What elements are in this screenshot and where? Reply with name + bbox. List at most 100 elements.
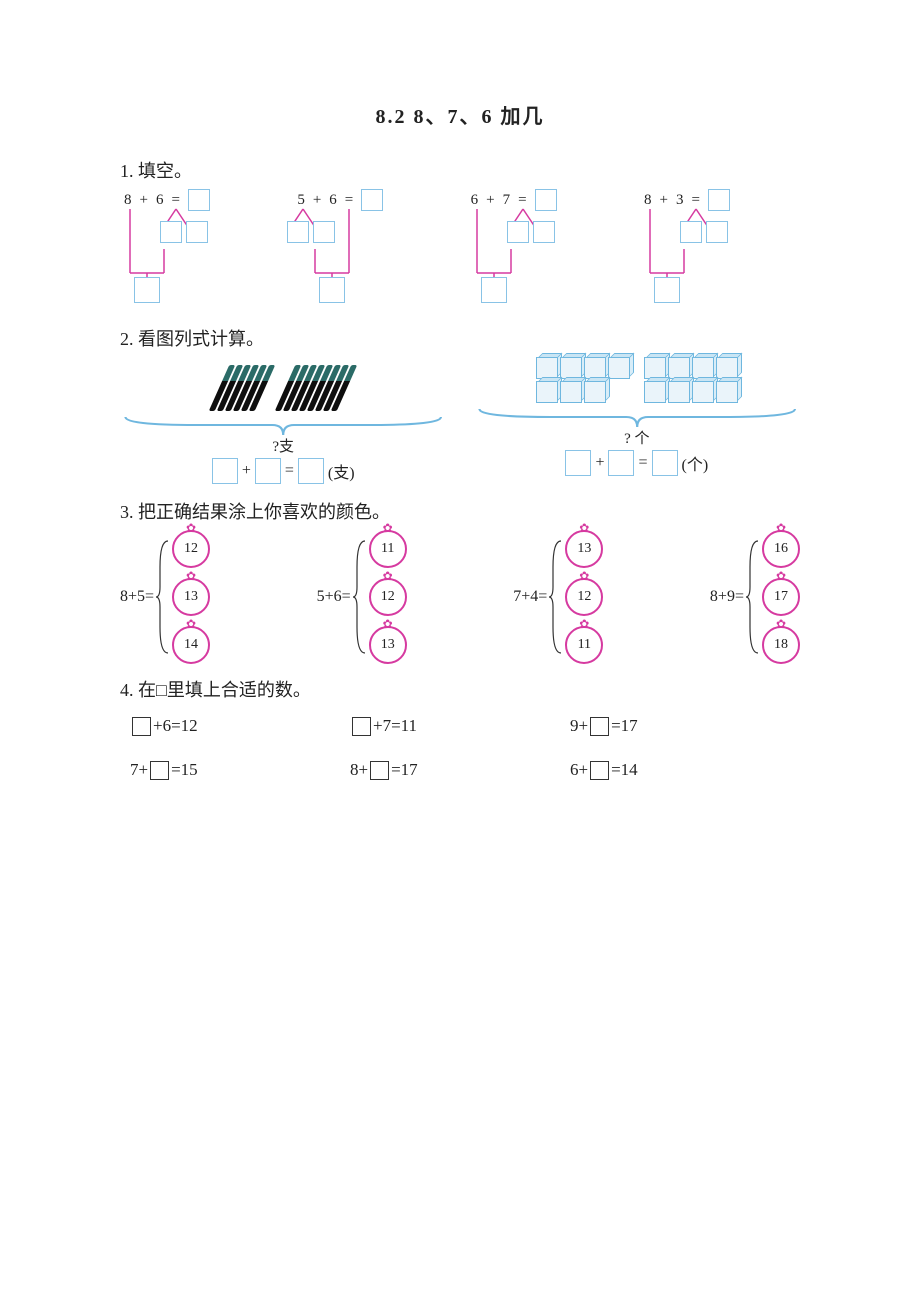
split-boxes bbox=[287, 221, 335, 243]
text: 6+ bbox=[570, 760, 588, 780]
blank-box[interactable] bbox=[590, 717, 609, 736]
split-box[interactable] bbox=[507, 221, 529, 243]
flower-option[interactable]: 12 bbox=[565, 578, 603, 616]
brace-right bbox=[474, 407, 800, 429]
q4-heading: 4. 在□里填上合适的数。 bbox=[120, 676, 800, 702]
split-boxes bbox=[160, 221, 208, 243]
q4-cell: +6=12 bbox=[130, 716, 350, 736]
flower-column: 13 12 11 bbox=[565, 530, 603, 664]
flower-option[interactable]: 17 bbox=[762, 578, 800, 616]
cube-icon bbox=[608, 357, 630, 379]
q1-branch-1: 5 + 6 = bbox=[293, 189, 453, 309]
qmark-left: ?支 bbox=[120, 435, 446, 456]
q2-right-equation: + = (个) bbox=[474, 450, 800, 476]
cube-groups bbox=[474, 357, 800, 403]
q3-row: 8+5= 121314 5+6= 111213 7+4= 131211 8+9=… bbox=[120, 530, 800, 664]
q4-grid: +6=12+7=119+=177+=158+=176+=14 bbox=[130, 716, 790, 780]
q2-right: ? 个 + = (个) bbox=[474, 357, 800, 484]
split-box[interactable] bbox=[533, 221, 555, 243]
blank-box[interactable] bbox=[132, 717, 151, 736]
sum-box[interactable] bbox=[481, 277, 507, 303]
cube-icon bbox=[644, 357, 666, 379]
q4-cell: 9+ =17 bbox=[570, 716, 790, 736]
split-box[interactable] bbox=[313, 221, 335, 243]
blank-box[interactable] bbox=[590, 761, 609, 780]
cube-icon bbox=[560, 357, 582, 379]
expression: 7+4= bbox=[513, 588, 547, 606]
sum-box[interactable] bbox=[319, 277, 345, 303]
flower-column: 12 13 14 bbox=[172, 530, 210, 664]
equals-sign: = bbox=[638, 454, 647, 472]
flower-option[interactable]: 12 bbox=[369, 578, 407, 616]
sum-box[interactable] bbox=[134, 277, 160, 303]
split-box[interactable] bbox=[680, 221, 702, 243]
text: =15 bbox=[171, 760, 198, 780]
cube-icon bbox=[584, 381, 606, 403]
q4-cell: 7+ =15 bbox=[130, 760, 350, 780]
cube-icon bbox=[536, 381, 558, 403]
cube-icon bbox=[692, 381, 714, 403]
brace-icon bbox=[549, 537, 563, 657]
answer-box[interactable] bbox=[212, 458, 238, 484]
q2-left: ?支 + = (支) bbox=[120, 357, 446, 484]
q3-item-2: 7+4= 13 12 11 bbox=[513, 530, 603, 664]
cube-group-2 bbox=[644, 357, 738, 403]
blank-box[interactable] bbox=[150, 761, 169, 780]
flower-option[interactable]: 11 bbox=[565, 626, 603, 664]
text: +6=12 bbox=[153, 716, 198, 736]
flower-column: 11 12 13 bbox=[369, 530, 407, 664]
answer-box[interactable] bbox=[298, 458, 324, 484]
flower-column: 16 17 18 bbox=[762, 530, 800, 664]
q2-heading: 2. 看图列式计算。 bbox=[120, 325, 800, 351]
q3-item-1: 5+6= 11 12 13 bbox=[317, 530, 407, 664]
flower-option[interactable]: 16 bbox=[762, 530, 800, 568]
flower-option[interactable]: 13 bbox=[565, 530, 603, 568]
text: =17 bbox=[611, 716, 638, 736]
pen-group-2 bbox=[285, 365, 347, 411]
flower-option[interactable]: 13 bbox=[172, 578, 210, 616]
cube-icon bbox=[716, 357, 738, 379]
flower-option[interactable]: 12 bbox=[172, 530, 210, 568]
cube-icon bbox=[536, 357, 558, 379]
answer-box[interactable] bbox=[652, 450, 678, 476]
brace-svg bbox=[120, 415, 446, 437]
flower-option[interactable]: 13 bbox=[369, 626, 407, 664]
q3-item-0: 8+5= 121314 bbox=[120, 530, 210, 664]
flower-option[interactable]: 11 bbox=[369, 530, 407, 568]
expression: 5+6= bbox=[317, 588, 351, 606]
q4-cell: 8+=17 bbox=[350, 760, 570, 780]
cube-icon bbox=[716, 381, 738, 403]
q3-item-3: 8+9= 161718 bbox=[710, 530, 800, 664]
split-box[interactable] bbox=[287, 221, 309, 243]
split-box[interactable] bbox=[186, 221, 208, 243]
brace-svg bbox=[474, 407, 800, 429]
brace-icon bbox=[353, 537, 367, 657]
flower-option[interactable]: 18 bbox=[762, 626, 800, 664]
q2-left-equation: + = (支) bbox=[120, 458, 446, 484]
answer-box[interactable] bbox=[608, 450, 634, 476]
cube-icon bbox=[584, 357, 606, 379]
unit-label: (支) bbox=[328, 459, 355, 483]
pen-group-1 bbox=[219, 365, 265, 411]
split-box[interactable] bbox=[160, 221, 182, 243]
q4-cell: +7=11 bbox=[350, 716, 570, 736]
blank-box[interactable] bbox=[370, 761, 389, 780]
q1-branch-3: 8 + 3 = bbox=[640, 189, 800, 309]
blank-box[interactable] bbox=[352, 717, 371, 736]
q1-branch-2: 6 + 7 = bbox=[467, 189, 627, 309]
split-box[interactable] bbox=[706, 221, 728, 243]
equals-sign: = bbox=[285, 462, 294, 480]
brace-left bbox=[120, 415, 446, 437]
answer-box[interactable] bbox=[255, 458, 281, 484]
flower-option[interactable]: 14 bbox=[172, 626, 210, 664]
sum-box[interactable] bbox=[654, 277, 680, 303]
text: 7+ bbox=[130, 760, 148, 780]
split-boxes bbox=[680, 221, 728, 243]
worksheet-page: 8.2 8、7、6 加几 1. 填空。 8 + 6 = 5 + 6 = bbox=[0, 0, 920, 1302]
q1-branch-0: 8 + 6 = bbox=[120, 189, 280, 309]
page-title: 8.2 8、7、6 加几 bbox=[120, 100, 800, 129]
cube-icon bbox=[644, 381, 666, 403]
q3-heading: 3. 把正确结果涂上你喜欢的颜色。 bbox=[120, 498, 800, 524]
text: 9+ bbox=[570, 716, 588, 736]
answer-box[interactable] bbox=[565, 450, 591, 476]
